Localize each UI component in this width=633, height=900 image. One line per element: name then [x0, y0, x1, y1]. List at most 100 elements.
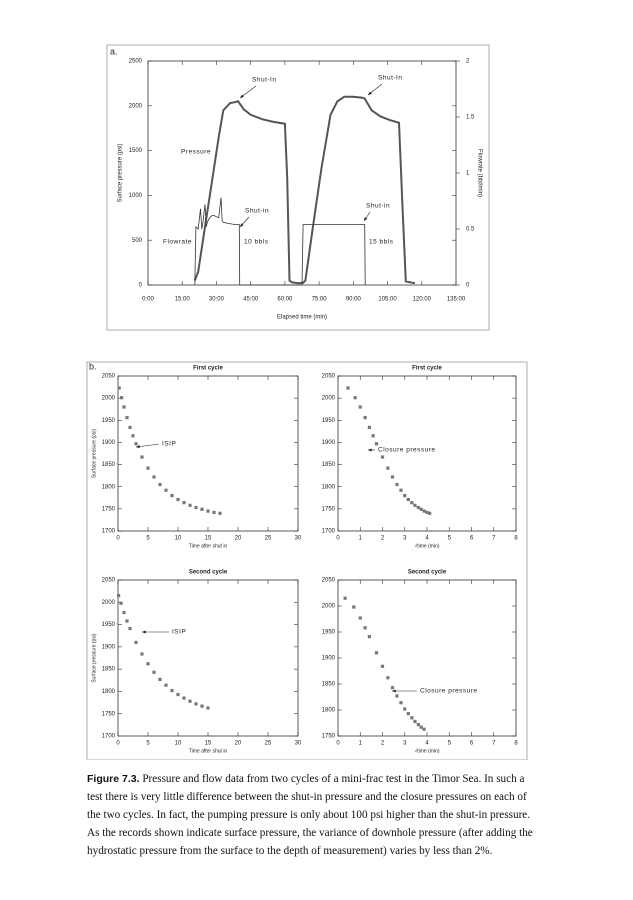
y-axis-label: Surface pressure (psi) [118, 143, 124, 202]
y-tick-label: 1700 [102, 529, 116, 535]
x-tick-label: 25 [265, 741, 272, 747]
y-axis-label: Surface pressure (psi) [91, 633, 97, 683]
x-axis-label: Time after shut in [189, 543, 228, 549]
annotation: Closure pressure [378, 447, 436, 454]
x-tick-label: 45:00 [243, 297, 259, 303]
data-point [363, 626, 367, 630]
data-point [188, 699, 192, 703]
x-tick-label: 15 [205, 536, 212, 542]
data-point [182, 696, 186, 700]
data-point [380, 664, 385, 668]
data-point [188, 503, 192, 507]
y-tick-label: 2050 [102, 374, 116, 380]
annotation: Shut-in [245, 208, 269, 215]
chart-title: First cycle [412, 366, 442, 372]
x-tick-label: 20 [235, 536, 242, 542]
x-axis-label: Time after shut in [189, 748, 228, 754]
data-point [125, 619, 129, 623]
data-point [386, 676, 390, 680]
data-point [353, 396, 357, 400]
caption-label: Figure 7.3. [87, 773, 140, 785]
y-tick-label: 2050 [102, 578, 116, 584]
data-point [410, 716, 414, 720]
data-point [200, 704, 204, 708]
x-tick-label: 90:00 [346, 297, 362, 303]
data-point [122, 610, 126, 615]
x-tick-label: 75:00 [312, 297, 328, 303]
panel-a-frame [106, 44, 490, 331]
x-tick-label: 0 [116, 741, 120, 747]
x-axis-label: √time (min) [415, 542, 440, 549]
annotation: 15 bbls [369, 239, 394, 246]
y-tick-label: 500 [132, 238, 143, 244]
x-tick-label: 30 [295, 536, 302, 542]
data-point [406, 712, 410, 716]
x-tick-label: 2 [381, 741, 385, 747]
y-tick-label: 1900 [322, 440, 336, 446]
data-point [358, 405, 362, 409]
data-point [386, 466, 390, 470]
y-tick-label: 2000 [129, 103, 143, 109]
y-tick-label: 2050 [322, 578, 336, 584]
annotation: 10 bbls [244, 239, 269, 246]
x-tick-label: 120:00 [413, 297, 432, 303]
caption: Figure 7.3. Pressure and flow data from … [87, 770, 542, 860]
arrow-head [142, 630, 146, 634]
data-point [128, 425, 132, 429]
data-point [371, 434, 375, 438]
data-point [194, 702, 198, 706]
data-point [164, 488, 168, 492]
data-point [146, 466, 150, 470]
data-point [206, 509, 210, 513]
arrow-head [392, 689, 396, 693]
data-point [140, 455, 144, 459]
y2-tick-label: 1.5 [466, 115, 475, 121]
data-point [343, 596, 347, 600]
y-tick-label: 1700 [322, 529, 336, 535]
x-tick-label: 1 [359, 536, 363, 542]
x-tick-label: 5 [448, 741, 452, 747]
data-point [146, 662, 150, 666]
annotation: ISIP [162, 441, 176, 448]
series-label: Flowrate [163, 239, 192, 246]
data-point [131, 434, 135, 438]
data-point [416, 722, 420, 727]
chart-title: First cycle [193, 366, 223, 372]
data-point [425, 510, 429, 514]
data-point [395, 482, 399, 487]
y-tick-label: 1800 [322, 708, 336, 714]
data-point [182, 501, 186, 505]
data-point [218, 511, 222, 515]
y-tick-label: 2050 [322, 374, 336, 380]
data-point [170, 688, 174, 693]
data-point [363, 416, 367, 420]
y-tick-label: 1900 [102, 440, 116, 446]
data-point [120, 396, 124, 400]
data-point [164, 683, 168, 687]
x-tick-label: 6 [470, 536, 474, 542]
data-point [140, 652, 144, 656]
x-tick-label: 30:00 [209, 297, 225, 303]
data-point [194, 505, 198, 510]
x-tick-label: 20 [235, 741, 242, 747]
data-point [367, 635, 371, 639]
y2-tick-label: 0.5 [466, 227, 475, 233]
series-label: Pressure [181, 149, 211, 156]
data-point [128, 626, 132, 631]
series-line [193, 95, 416, 285]
data-point [413, 719, 417, 724]
data-point [176, 692, 180, 697]
data-point [419, 507, 423, 511]
data-point [117, 386, 121, 390]
x-tick-label: 0 [336, 536, 340, 542]
x-tick-label: 25 [265, 536, 272, 542]
x-tick-label: 1 [359, 741, 363, 747]
data-point [422, 509, 426, 513]
y-tick-label: 1850 [102, 667, 116, 673]
x-tick-label: 7 [492, 741, 496, 747]
x-tick-label: 3 [403, 536, 407, 542]
x-tick-label: 60:00 [277, 297, 293, 303]
y-tick-label: 1950 [322, 418, 336, 424]
x-tick-label: 8 [514, 741, 518, 747]
